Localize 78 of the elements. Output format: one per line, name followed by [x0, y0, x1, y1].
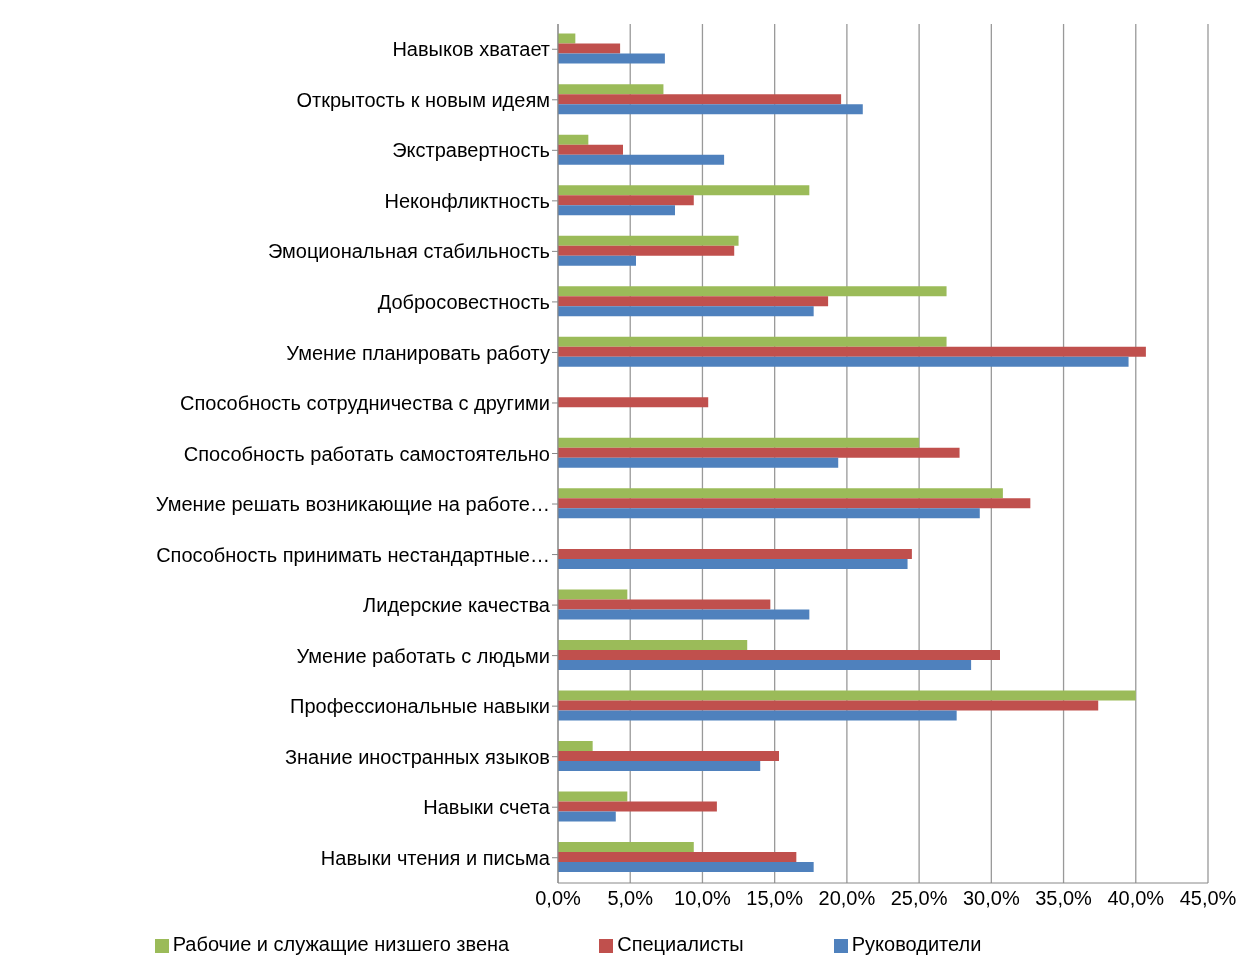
bar — [558, 185, 810, 196]
legend-label: Специалисты — [617, 933, 744, 955]
x-tick-label: 40,0% — [1107, 887, 1165, 910]
bar — [558, 104, 863, 115]
bar — [558, 33, 576, 44]
bar — [558, 498, 1031, 509]
x-tick-label: 5,0% — [607, 887, 654, 910]
bar — [558, 741, 593, 752]
bar — [558, 447, 960, 458]
x-tick-label: 30,0% — [962, 887, 1020, 910]
y-tick-label: Экстравертность — [392, 139, 550, 162]
bar — [558, 508, 980, 519]
bar — [558, 356, 1129, 367]
bar — [558, 84, 664, 95]
bar — [558, 346, 1146, 357]
bar — [558, 649, 1000, 660]
bar — [558, 235, 739, 246]
bar — [558, 195, 694, 206]
bar — [558, 791, 628, 802]
x-tick-label: 35,0% — [1035, 887, 1093, 910]
bar — [558, 811, 616, 822]
bar — [558, 548, 912, 559]
bar — [558, 457, 839, 468]
bar — [558, 94, 842, 105]
y-tick-label: Умение работать с людьми — [296, 644, 550, 667]
bar — [558, 751, 779, 762]
bar — [558, 336, 947, 347]
x-tick-label: 20,0% — [818, 887, 876, 910]
y-tick-label: Умение решать возникающие на работе… — [155, 493, 550, 516]
bar — [558, 437, 920, 448]
x-tick-label: 25,0% — [890, 887, 948, 910]
bar — [558, 255, 636, 266]
bar — [558, 558, 908, 569]
bar — [558, 134, 589, 145]
y-tick-label: Навыков хватает — [392, 38, 550, 61]
y-tick-label: Добросовестность — [377, 291, 550, 314]
y-tick-label: Неконфликтность — [384, 189, 550, 212]
y-tick-label: Способность принимать нестандартные… — [156, 543, 550, 566]
bar — [558, 700, 1099, 711]
bar — [558, 862, 814, 873]
legend-label: Руководители — [851, 933, 982, 955]
bar — [558, 609, 810, 620]
bar — [558, 144, 623, 155]
x-tick-label: 10,0% — [674, 887, 732, 910]
bar — [558, 801, 717, 812]
bar — [558, 488, 1003, 499]
x-tick-label: 45,0% — [1179, 887, 1237, 910]
y-tick-label: Лидерские качества — [363, 594, 551, 617]
bar — [558, 53, 665, 64]
bar — [558, 710, 957, 721]
bar — [558, 205, 675, 216]
y-tick-label: Способность работать самостоятельно — [183, 442, 550, 465]
y-tick-label: Умение планировать работу — [286, 341, 550, 364]
bar — [558, 296, 829, 307]
y-tick-label: Способность сотрудничества с другими — [180, 392, 550, 415]
bar — [558, 659, 972, 670]
bar — [558, 599, 771, 610]
y-tick-label: Знание иностранных языков — [284, 745, 550, 768]
y-tick-label: Открытость к новым идеям — [296, 88, 550, 111]
bar — [558, 306, 814, 317]
bar — [558, 761, 761, 772]
bar — [558, 154, 725, 165]
bar — [558, 397, 709, 408]
x-tick-label: 0,0% — [535, 887, 582, 910]
bar — [558, 589, 628, 600]
bar — [558, 852, 797, 863]
x-tick-label: 15,0% — [746, 887, 804, 910]
y-tick-label: Эмоциональная стабильность — [267, 240, 550, 263]
bar — [558, 690, 1136, 701]
y-tick-label: Навыки чтения и письма — [320, 846, 551, 869]
legend-label: Рабочие и служащие низшего звена — [172, 933, 510, 955]
bar — [558, 842, 694, 853]
bar — [558, 286, 947, 297]
y-tick-label: Профессиональные навыки — [290, 695, 550, 718]
y-tick-label: Навыки счета — [423, 796, 551, 819]
bar — [558, 245, 735, 256]
bar — [558, 43, 621, 54]
bar — [558, 639, 748, 650]
